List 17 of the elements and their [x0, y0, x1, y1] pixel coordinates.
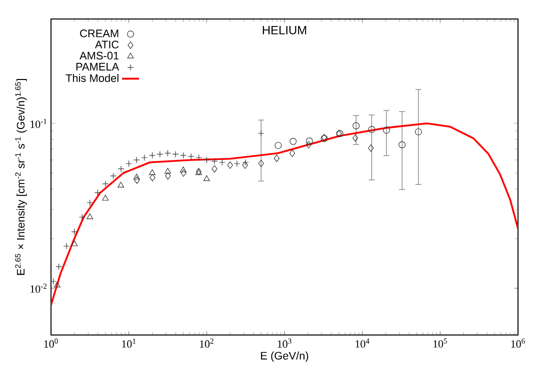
x-tick-label: 10$^{4}$ [356, 338, 370, 348]
legend-label: ATIC [94, 40, 119, 48]
legend-label: This Model [66, 74, 118, 82]
text: E$^{2.65}$ × Intensity [cm$^{-2}$ sr$^{-1}$ s$^{-1}$ (Gev/n)$^{1.65}$] [15, 79, 27, 275]
x-tick-label: 10$^{6}$ [511, 338, 525, 348]
legend-label: PAMELA [76, 62, 120, 70]
x-tick-label: 10$^{2}$ [200, 338, 214, 348]
y-tick-label: 10$^{-2}$ [30, 284, 47, 293]
legend-label: CREAM [80, 30, 118, 38]
y-tick-label: 10$^{-1}$ [30, 118, 47, 128]
x-tick-label: 10$^{3}$ [278, 338, 292, 348]
x-tick-label: 10$^{5}$ [433, 338, 448, 348]
chart-title: HELIUM [262, 26, 306, 34]
legend-label: AMS-01 [80, 52, 119, 60]
x-tick-label: 10$^{1}$ [122, 338, 136, 348]
x-tick-label: 10$^{0}$ [44, 338, 58, 348]
x-axis-title: E (GeV/n) [261, 352, 308, 362]
